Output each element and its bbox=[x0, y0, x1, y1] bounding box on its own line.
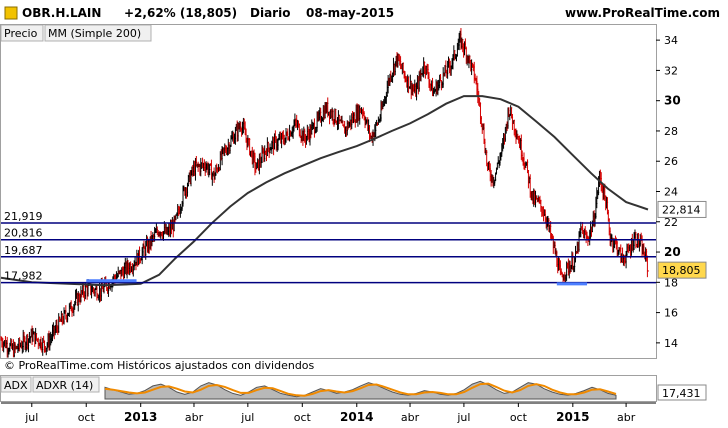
header-flag-icon bbox=[4, 6, 18, 20]
x-tick-label: jul bbox=[456, 411, 470, 424]
header: OBR.H.LAIN +2,62% (18,805) Diario 08-may… bbox=[4, 6, 720, 20]
y-tick-label: 14 bbox=[664, 337, 678, 350]
y-tick-label: 24 bbox=[664, 186, 678, 199]
x-tick-label: oct bbox=[78, 411, 96, 424]
indicator-value: 17,431 bbox=[662, 387, 701, 400]
y-tick-label: 28 bbox=[664, 125, 678, 138]
indicator-adxr-label[interactable]: ADXR (14) bbox=[36, 379, 93, 392]
y-tick-label: 18 bbox=[664, 276, 678, 289]
x-axis: jul oct 2013 abr jul oct 2014 abr jul oct 2015 abr bbox=[1, 402, 656, 424]
y-tick-label: 16 bbox=[664, 307, 678, 320]
x-tick-label: oct bbox=[510, 411, 528, 424]
ma-layer bbox=[0, 95, 649, 287]
copyright: © ProRealTime.com Históricos ajustados c… bbox=[4, 359, 315, 372]
x-tick-label: abr bbox=[185, 411, 204, 424]
level-label: 19,687 bbox=[4, 244, 43, 257]
y-tick-label: 30 bbox=[664, 94, 681, 108]
value-tag-box bbox=[657, 261, 707, 279]
x-tick-label: jul bbox=[240, 411, 254, 424]
header-period: Diario bbox=[250, 6, 290, 20]
level-label: 20,816 bbox=[4, 227, 43, 240]
legend-price[interactable]: Precio bbox=[4, 27, 38, 40]
x-tick-label: abr bbox=[617, 411, 636, 424]
y-tick-label: 26 bbox=[664, 155, 678, 168]
x-tick-label: 2013 bbox=[124, 410, 157, 424]
y-tick-label: 22 bbox=[664, 216, 678, 229]
price-value-tags: 22,814 18,805 bbox=[657, 200, 707, 279]
value-tag-box bbox=[657, 200, 707, 218]
legend: Precio MM (Simple 200) bbox=[0, 24, 152, 42]
y-tick-label: 34 bbox=[664, 34, 678, 47]
level-label: 21,919 bbox=[4, 210, 43, 223]
price-panel-border bbox=[0, 24, 657, 359]
levels-layer: 21,919 20,816 19,687 17,982 bbox=[1, 210, 656, 286]
price-layer bbox=[0, 28, 649, 358]
x-tick-label: 2014 bbox=[340, 410, 373, 424]
value-tag-label: 22,814 bbox=[662, 203, 701, 216]
header-symbol: OBR.H.LAIN bbox=[22, 6, 101, 20]
y-tick-label: 20 bbox=[664, 245, 681, 259]
header-change: +2,62% (18,805) bbox=[124, 6, 237, 20]
level-label: 17,982 bbox=[4, 270, 43, 283]
indicator-adx-label[interactable]: ADX bbox=[4, 379, 28, 392]
x-tick-label: jul bbox=[24, 411, 38, 424]
ma-200-line bbox=[0, 95, 649, 287]
indicator-value-tag bbox=[657, 384, 707, 401]
indicator-adx-box[interactable] bbox=[0, 376, 32, 393]
x-tick-label: 2015 bbox=[556, 410, 589, 424]
legend-ma[interactable]: MM (Simple 200) bbox=[48, 27, 141, 40]
value-tag-label: 18,805 bbox=[662, 264, 701, 277]
indicator-legend: ADX ADXR (14) bbox=[0, 376, 100, 393]
x-tick-label: abr bbox=[401, 411, 420, 424]
header-website: www.ProRealTime.com bbox=[565, 6, 720, 20]
price-y-axis: 14 16 18 20 22 24 26 28 30 32 34 bbox=[656, 34, 681, 350]
x-tick-label: oct bbox=[294, 411, 312, 424]
adxr-line bbox=[104, 382, 617, 397]
header-date: 08-may-2015 bbox=[306, 6, 394, 20]
indicator-adxr-box[interactable] bbox=[32, 376, 100, 393]
adx-area bbox=[104, 380, 617, 400]
indicator-layer bbox=[104, 380, 617, 400]
y-tick-label: 32 bbox=[664, 64, 678, 77]
